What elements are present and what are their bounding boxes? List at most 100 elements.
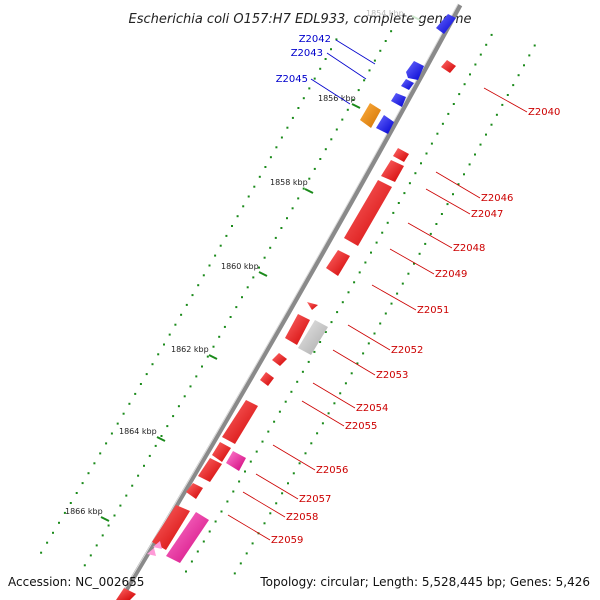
gene-feature[interactable] bbox=[436, 14, 456, 34]
gc-dot bbox=[180, 313, 183, 316]
gene-label-z2045[interactable]: Z2045 bbox=[276, 74, 308, 85]
gc-dot bbox=[172, 415, 175, 418]
gc-dot bbox=[447, 112, 450, 115]
gc-dot bbox=[202, 274, 205, 277]
gc-dot bbox=[264, 166, 267, 168]
gc-dot bbox=[319, 158, 322, 160]
gc-dot bbox=[69, 502, 72, 504]
topology-text: Topology: circular; Length: 5,528,445 bp… bbox=[259, 575, 590, 589]
gc-dot bbox=[252, 276, 255, 279]
gene-feature[interactable] bbox=[272, 353, 287, 366]
gene-feature[interactable] bbox=[406, 61, 424, 80]
gc-dot bbox=[373, 332, 376, 335]
gene-feature[interactable] bbox=[376, 115, 394, 134]
gene-label-z2052[interactable]: Z2052 bbox=[391, 345, 423, 356]
gene-feature[interactable] bbox=[198, 458, 222, 482]
gc-dot bbox=[357, 89, 360, 92]
gene-feature[interactable] bbox=[222, 400, 258, 444]
gc-dot bbox=[275, 146, 278, 149]
gene-label-z2056[interactable]: Z2056 bbox=[316, 465, 348, 476]
gc-dot bbox=[429, 232, 432, 235]
gc-dot bbox=[151, 363, 154, 366]
gc-dot bbox=[370, 251, 372, 254]
gc-dot bbox=[490, 123, 493, 126]
gc-dot bbox=[75, 492, 78, 494]
gc-dot bbox=[313, 77, 316, 80]
gene-label-z2040[interactable]: Z2040 bbox=[528, 107, 560, 118]
gene-feature[interactable] bbox=[441, 60, 456, 73]
gc-dot bbox=[160, 435, 163, 437]
gene-label-z2055[interactable]: Z2055 bbox=[345, 421, 377, 432]
gene-label-z2059[interactable]: Z2059 bbox=[271, 535, 303, 546]
gc-dot bbox=[495, 113, 498, 116]
gc-dot bbox=[302, 97, 305, 100]
gc-dot bbox=[469, 73, 471, 76]
gc-dot bbox=[145, 373, 148, 376]
gene-feature[interactable] bbox=[401, 79, 414, 90]
gene-feature[interactable] bbox=[226, 451, 246, 471]
gc-dot bbox=[195, 375, 198, 378]
gc-dot bbox=[341, 301, 344, 304]
tick-label-1866: 1866 kbp bbox=[65, 507, 103, 516]
gene-label-z2054[interactable]: Z2054 bbox=[356, 403, 388, 414]
tick-mark bbox=[100, 516, 110, 522]
gc-dot bbox=[533, 44, 536, 47]
gc-dot bbox=[191, 294, 194, 297]
gc-dot bbox=[397, 202, 400, 204]
gc-dot bbox=[286, 126, 289, 129]
gc-dot bbox=[148, 454, 151, 457]
gc-dot bbox=[296, 380, 299, 383]
gene-feature[interactable] bbox=[298, 320, 328, 355]
gc-dot bbox=[273, 420, 276, 423]
gene-feature[interactable] bbox=[186, 483, 203, 499]
gene-label-z2048[interactable]: Z2048 bbox=[453, 243, 485, 254]
gc-dot bbox=[379, 49, 382, 52]
gc-dot bbox=[313, 350, 316, 353]
gene-feature[interactable] bbox=[147, 548, 156, 556]
gc-dot bbox=[517, 74, 520, 77]
tick-label-1860: 1860 kbp bbox=[221, 262, 259, 271]
gene-feature[interactable] bbox=[391, 93, 406, 107]
gene-feature[interactable] bbox=[307, 302, 318, 310]
gene-feature[interactable] bbox=[285, 314, 310, 345]
gene-label-z2047[interactable]: Z2047 bbox=[471, 209, 503, 220]
gc-dot bbox=[324, 148, 327, 151]
gene-feature[interactable] bbox=[326, 250, 350, 276]
tick-label-1854: 1854 kbp bbox=[366, 9, 404, 18]
gc-dot bbox=[440, 213, 443, 215]
gc-dot bbox=[344, 382, 347, 385]
gene-feature[interactable] bbox=[116, 588, 136, 600]
gc-dot bbox=[291, 207, 294, 210]
gc-dot bbox=[280, 227, 283, 229]
gene-label-z2043[interactable]: Z2043 bbox=[291, 48, 323, 59]
gene-feature[interactable] bbox=[360, 103, 381, 128]
gc-dot bbox=[435, 223, 438, 225]
gene-label-z2049[interactable]: Z2049 bbox=[435, 269, 467, 280]
gene-feature[interactable] bbox=[381, 160, 404, 182]
gc-dot bbox=[137, 474, 140, 477]
gene-feature[interactable] bbox=[344, 180, 392, 246]
gc-dot bbox=[403, 192, 406, 195]
gene-feature[interactable] bbox=[153, 541, 162, 549]
gc-dot bbox=[297, 197, 300, 200]
gene-label-z2053[interactable]: Z2053 bbox=[376, 370, 408, 381]
gene-label-z2057[interactable]: Z2057 bbox=[299, 494, 331, 505]
gene-label-z2046[interactable]: Z2046 bbox=[481, 193, 513, 204]
gene-label-z2051[interactable]: Z2051 bbox=[417, 305, 449, 316]
gc-dot bbox=[408, 182, 411, 185]
gc-dot bbox=[278, 410, 281, 413]
gene-feature[interactable] bbox=[212, 442, 231, 462]
gene-label-z2042[interactable]: Z2042 bbox=[299, 34, 331, 45]
gc-dot bbox=[263, 522, 266, 525]
gc-dot bbox=[335, 128, 338, 131]
gc-dot bbox=[474, 153, 476, 156]
gene-label-z2058[interactable]: Z2058 bbox=[286, 512, 318, 523]
gene-feature[interactable] bbox=[166, 512, 209, 563]
gene-feature[interactable] bbox=[260, 372, 274, 386]
tick-label-1856: 1856 kbp bbox=[318, 94, 356, 103]
gene-feature[interactable] bbox=[152, 505, 190, 550]
gc-dot bbox=[290, 390, 293, 393]
gene-feature[interactable] bbox=[393, 148, 409, 162]
gc-dot bbox=[116, 422, 119, 425]
gc-dot bbox=[287, 482, 289, 485]
